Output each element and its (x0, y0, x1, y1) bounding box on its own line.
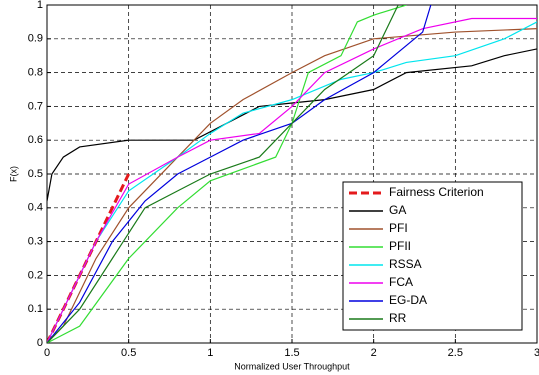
legend-label: RR (389, 311, 407, 325)
series-line (47, 17, 537, 343)
legend-label: FCA (389, 275, 413, 289)
plot-frame (46, 4, 538, 344)
y-tick-label: 0.8 (28, 67, 43, 79)
series-line (47, 5, 407, 343)
x-tick-label: 0 (44, 347, 50, 359)
y-tick-label: 1 (37, 0, 43, 11)
x-tick-label: 2.5 (448, 347, 463, 359)
y-tick-label: 0.6 (28, 134, 43, 146)
x-tick-label: 2 (371, 347, 377, 359)
series-line (47, 5, 432, 343)
x-tick-label: 1 (207, 347, 213, 359)
x-tick-label: 1.5 (284, 347, 299, 359)
legend-label: Fairness Criterion (389, 185, 484, 199)
y-tick-label: 0 (37, 337, 43, 349)
series-line (47, 5, 399, 343)
legend-label: EG-DA (389, 293, 427, 307)
x-axis-label: Normalized User Throughput (234, 361, 350, 371)
x-tick-label: 3 (534, 347, 539, 359)
x-tick-label: 0.5 (121, 347, 136, 359)
series-line (47, 48, 537, 202)
y-tick-label: 0.1 (28, 303, 43, 315)
y-tick-label: 0.5 (28, 168, 43, 180)
legend-label: PFII (389, 239, 411, 253)
plot-lines (47, 5, 537, 343)
y-tick-label: 0.7 (28, 100, 43, 112)
y-tick-label: 0.3 (28, 236, 43, 248)
y-axis-label: F(x) (8, 166, 18, 182)
y-tick-label: 0.2 (28, 269, 43, 281)
legend-box (342, 181, 523, 331)
series-line (47, 28, 537, 343)
y-tick-label: 0.4 (28, 202, 43, 214)
legend-label: RSSA (389, 257, 422, 271)
y-tick-label: 0.9 (28, 33, 43, 45)
legend-label: GA (389, 203, 406, 217)
legend-label: PFI (389, 221, 408, 235)
